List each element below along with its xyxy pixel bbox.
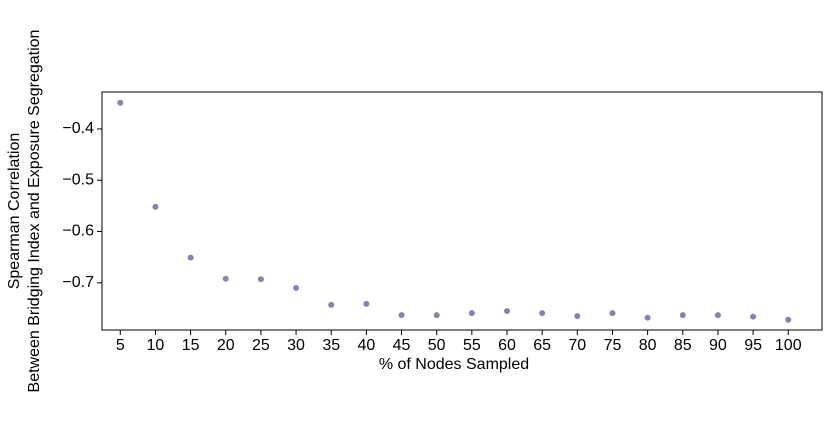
point: [750, 313, 757, 320]
x-tick-label: 100: [775, 337, 802, 354]
x-tick-label: 75: [604, 337, 622, 354]
x-axis-label: % of Nodes Sampled: [379, 356, 529, 373]
point: [433, 312, 440, 319]
x-tick-label: 55: [463, 337, 481, 354]
y-axis-label: Spearman Correlation Between Bridging In…: [6, 30, 43, 393]
x-tick-label: 35: [322, 337, 340, 354]
point: [504, 308, 510, 315]
x-tick-label: 15: [182, 337, 200, 354]
x-tick-label: 30: [287, 337, 305, 354]
x-tick-label: 25: [252, 337, 270, 354]
point: [257, 276, 264, 283]
y-axis-label-line: Spearman Correlation: [6, 133, 23, 290]
y-axis-label-line: Between Bridging Index and Exposure Segr…: [26, 30, 43, 393]
point: [574, 313, 581, 320]
point: [785, 316, 792, 323]
point: [187, 254, 194, 261]
x-tick-label: 65: [533, 337, 551, 354]
point: [398, 312, 405, 319]
x-tick-label: 45: [393, 337, 411, 354]
x-tick-label: 80: [639, 337, 657, 354]
point: [152, 203, 159, 210]
y-tick-label: −0.4: [62, 120, 94, 137]
y-tick-label: −0.7: [62, 274, 94, 291]
x-tick-label: 10: [147, 337, 165, 354]
point: [714, 312, 721, 319]
x-tick-label: 70: [568, 337, 586, 354]
x-tick-label: 50: [428, 337, 446, 354]
point: [328, 301, 335, 308]
y-tick-label: −0.6: [62, 223, 94, 240]
plot-frame: [101, 91, 823, 331]
point: [117, 99, 124, 106]
point: [539, 310, 546, 317]
point: [609, 310, 616, 317]
x-tick-label: 95: [744, 337, 762, 354]
point: [468, 310, 475, 317]
y-tick-label: −0.5: [62, 171, 94, 188]
x-tick-label: 85: [674, 337, 692, 354]
x-tick-label: 40: [357, 337, 375, 354]
x-tick-label: 20: [217, 337, 235, 354]
x-tick-label: 5: [116, 337, 125, 354]
point: [363, 300, 370, 307]
x-tick-label: 90: [709, 337, 727, 354]
point: [222, 275, 229, 282]
x-tick-label: 60: [498, 337, 516, 354]
point: [293, 284, 300, 291]
point: [644, 314, 651, 321]
point: [679, 312, 686, 319]
